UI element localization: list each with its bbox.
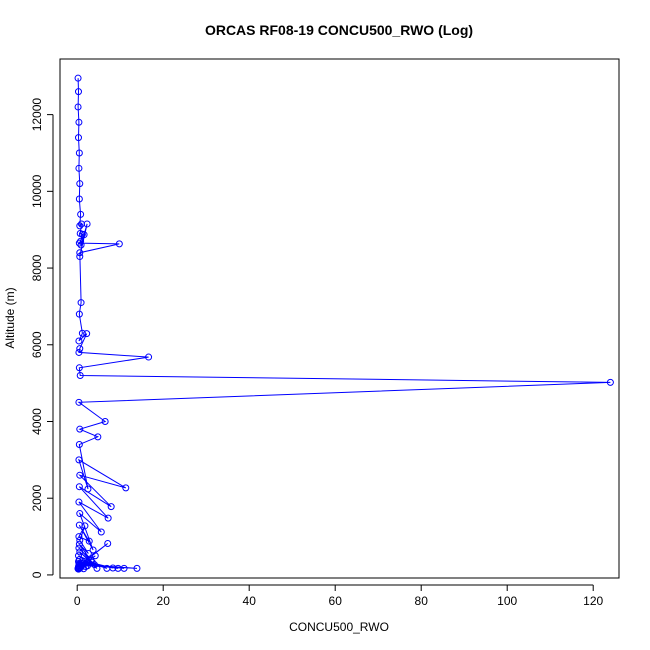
data-point: [75, 544, 83, 552]
data-point: [74, 103, 82, 111]
x-axis: 0 20 40 60 80 100 120: [74, 584, 604, 608]
data-point: [77, 210, 85, 218]
data-point: [74, 74, 82, 82]
x-tick-label: 100: [497, 594, 517, 608]
y-tick-label: 4000: [30, 408, 44, 435]
data-point: [75, 195, 83, 203]
data-point: [75, 456, 83, 464]
data-point: [84, 485, 92, 493]
x-tick-label: 0: [74, 594, 81, 608]
data-point: [76, 371, 84, 379]
data-point: [75, 364, 83, 372]
x-tick-label: 40: [243, 594, 257, 608]
data-point: [77, 237, 85, 245]
x-tick-label: 20: [157, 594, 171, 608]
data-point: [76, 249, 84, 257]
data-point: [76, 345, 84, 353]
data-point: [101, 417, 109, 425]
data-point: [75, 310, 83, 318]
x-tick-label: 120: [583, 594, 603, 608]
x-axis-label: CONCU500_RWO: [289, 620, 389, 634]
data-point: [81, 522, 89, 530]
data-point: [75, 149, 83, 157]
data-point: [122, 484, 130, 492]
data-point: [74, 134, 82, 142]
data-point: [77, 299, 85, 307]
data-point: [77, 241, 85, 249]
data-point: [76, 548, 84, 556]
x-tick-label: 60: [329, 594, 343, 608]
data-point: [75, 164, 83, 172]
data-point: [133, 564, 141, 572]
data-point: [76, 471, 84, 479]
data-point: [104, 539, 112, 547]
data-point: [104, 514, 112, 522]
data-point: [120, 564, 128, 572]
data-point: [75, 239, 83, 247]
data-point: [75, 118, 83, 126]
series-group: [74, 74, 614, 573]
data-point: [75, 348, 83, 356]
data-point: [145, 353, 153, 361]
data-point: [87, 556, 95, 564]
data-point: [76, 425, 84, 433]
data-point: [91, 552, 99, 560]
data-point: [75, 533, 83, 541]
data-point: [97, 528, 105, 536]
y-tick-label: 8000: [30, 254, 44, 281]
data-point: [74, 88, 82, 96]
data-point: [88, 558, 96, 566]
data-point: [606, 378, 614, 386]
chart-title: ORCAS RF08-19 CONCU500_RWO (Log): [205, 22, 473, 38]
y-tick-label: 6000: [30, 331, 44, 358]
data-point: [83, 220, 91, 228]
data-point: [75, 483, 83, 491]
y-tick-label: 0: [30, 571, 44, 578]
data-point: [85, 537, 93, 545]
x-tick-label: 80: [415, 594, 429, 608]
y-tick-label: 12000: [30, 98, 44, 132]
data-point: [93, 564, 101, 572]
data-point: [82, 562, 90, 570]
data-point: [74, 565, 82, 573]
data-point: [76, 253, 84, 261]
data-point: [75, 337, 83, 345]
y-tick-label: 2000: [30, 485, 44, 512]
data-point: [75, 398, 83, 406]
series-line: [76, 78, 611, 570]
plot-frame: [59, 58, 620, 579]
data-point: [76, 180, 84, 188]
y-axis-label: Altitude (m): [3, 287, 17, 348]
data-point: [109, 564, 117, 572]
data-point: [80, 231, 88, 239]
y-axis: 0 2000 4000 6000 8000 10000 12000: [30, 98, 54, 578]
data-point: [75, 540, 83, 548]
data-point: [75, 498, 83, 506]
data-point: [75, 441, 83, 449]
data-point: [115, 240, 123, 248]
data-point: [76, 536, 84, 544]
data-point: [76, 510, 84, 518]
data-point: [84, 549, 92, 557]
data-point: [83, 330, 91, 338]
data-point: [94, 433, 102, 441]
data-point: [78, 329, 86, 337]
y-tick-label: 10000: [30, 174, 44, 208]
data-point: [107, 503, 115, 511]
data-point: [76, 222, 84, 230]
